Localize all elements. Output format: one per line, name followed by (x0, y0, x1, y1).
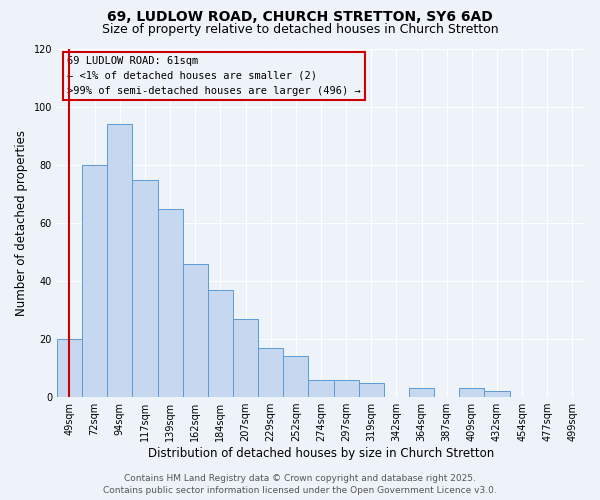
Text: 69, LUDLOW ROAD, CHURCH STRETTON, SY6 6AD: 69, LUDLOW ROAD, CHURCH STRETTON, SY6 6A… (107, 10, 493, 24)
Bar (158, 208, 182, 397)
X-axis label: Distribution of detached houses by size in Church Stretton: Distribution of detached houses by size … (148, 447, 494, 460)
Bar (208, 290, 233, 397)
Bar (409, 388, 434, 397)
Text: Size of property relative to detached houses in Church Stretton: Size of property relative to detached ho… (101, 22, 499, 36)
Bar (82, 165, 107, 397)
Bar (283, 356, 308, 397)
Text: 69 LUDLOW ROAD: 61sqm
← <1% of detached houses are smaller (2)
>99% of semi-deta: 69 LUDLOW ROAD: 61sqm ← <1% of detached … (67, 56, 361, 96)
Bar (459, 388, 484, 397)
Y-axis label: Number of detached properties: Number of detached properties (15, 130, 28, 316)
Bar (484, 392, 509, 397)
Bar (308, 380, 334, 397)
Bar (258, 348, 283, 397)
Text: Contains HM Land Registry data © Crown copyright and database right 2025.
Contai: Contains HM Land Registry data © Crown c… (103, 474, 497, 495)
Bar (359, 382, 384, 397)
Bar (107, 124, 133, 397)
Bar (57, 339, 82, 397)
Bar (182, 264, 208, 397)
Bar (133, 180, 158, 397)
Bar (334, 380, 359, 397)
Bar (233, 319, 258, 397)
